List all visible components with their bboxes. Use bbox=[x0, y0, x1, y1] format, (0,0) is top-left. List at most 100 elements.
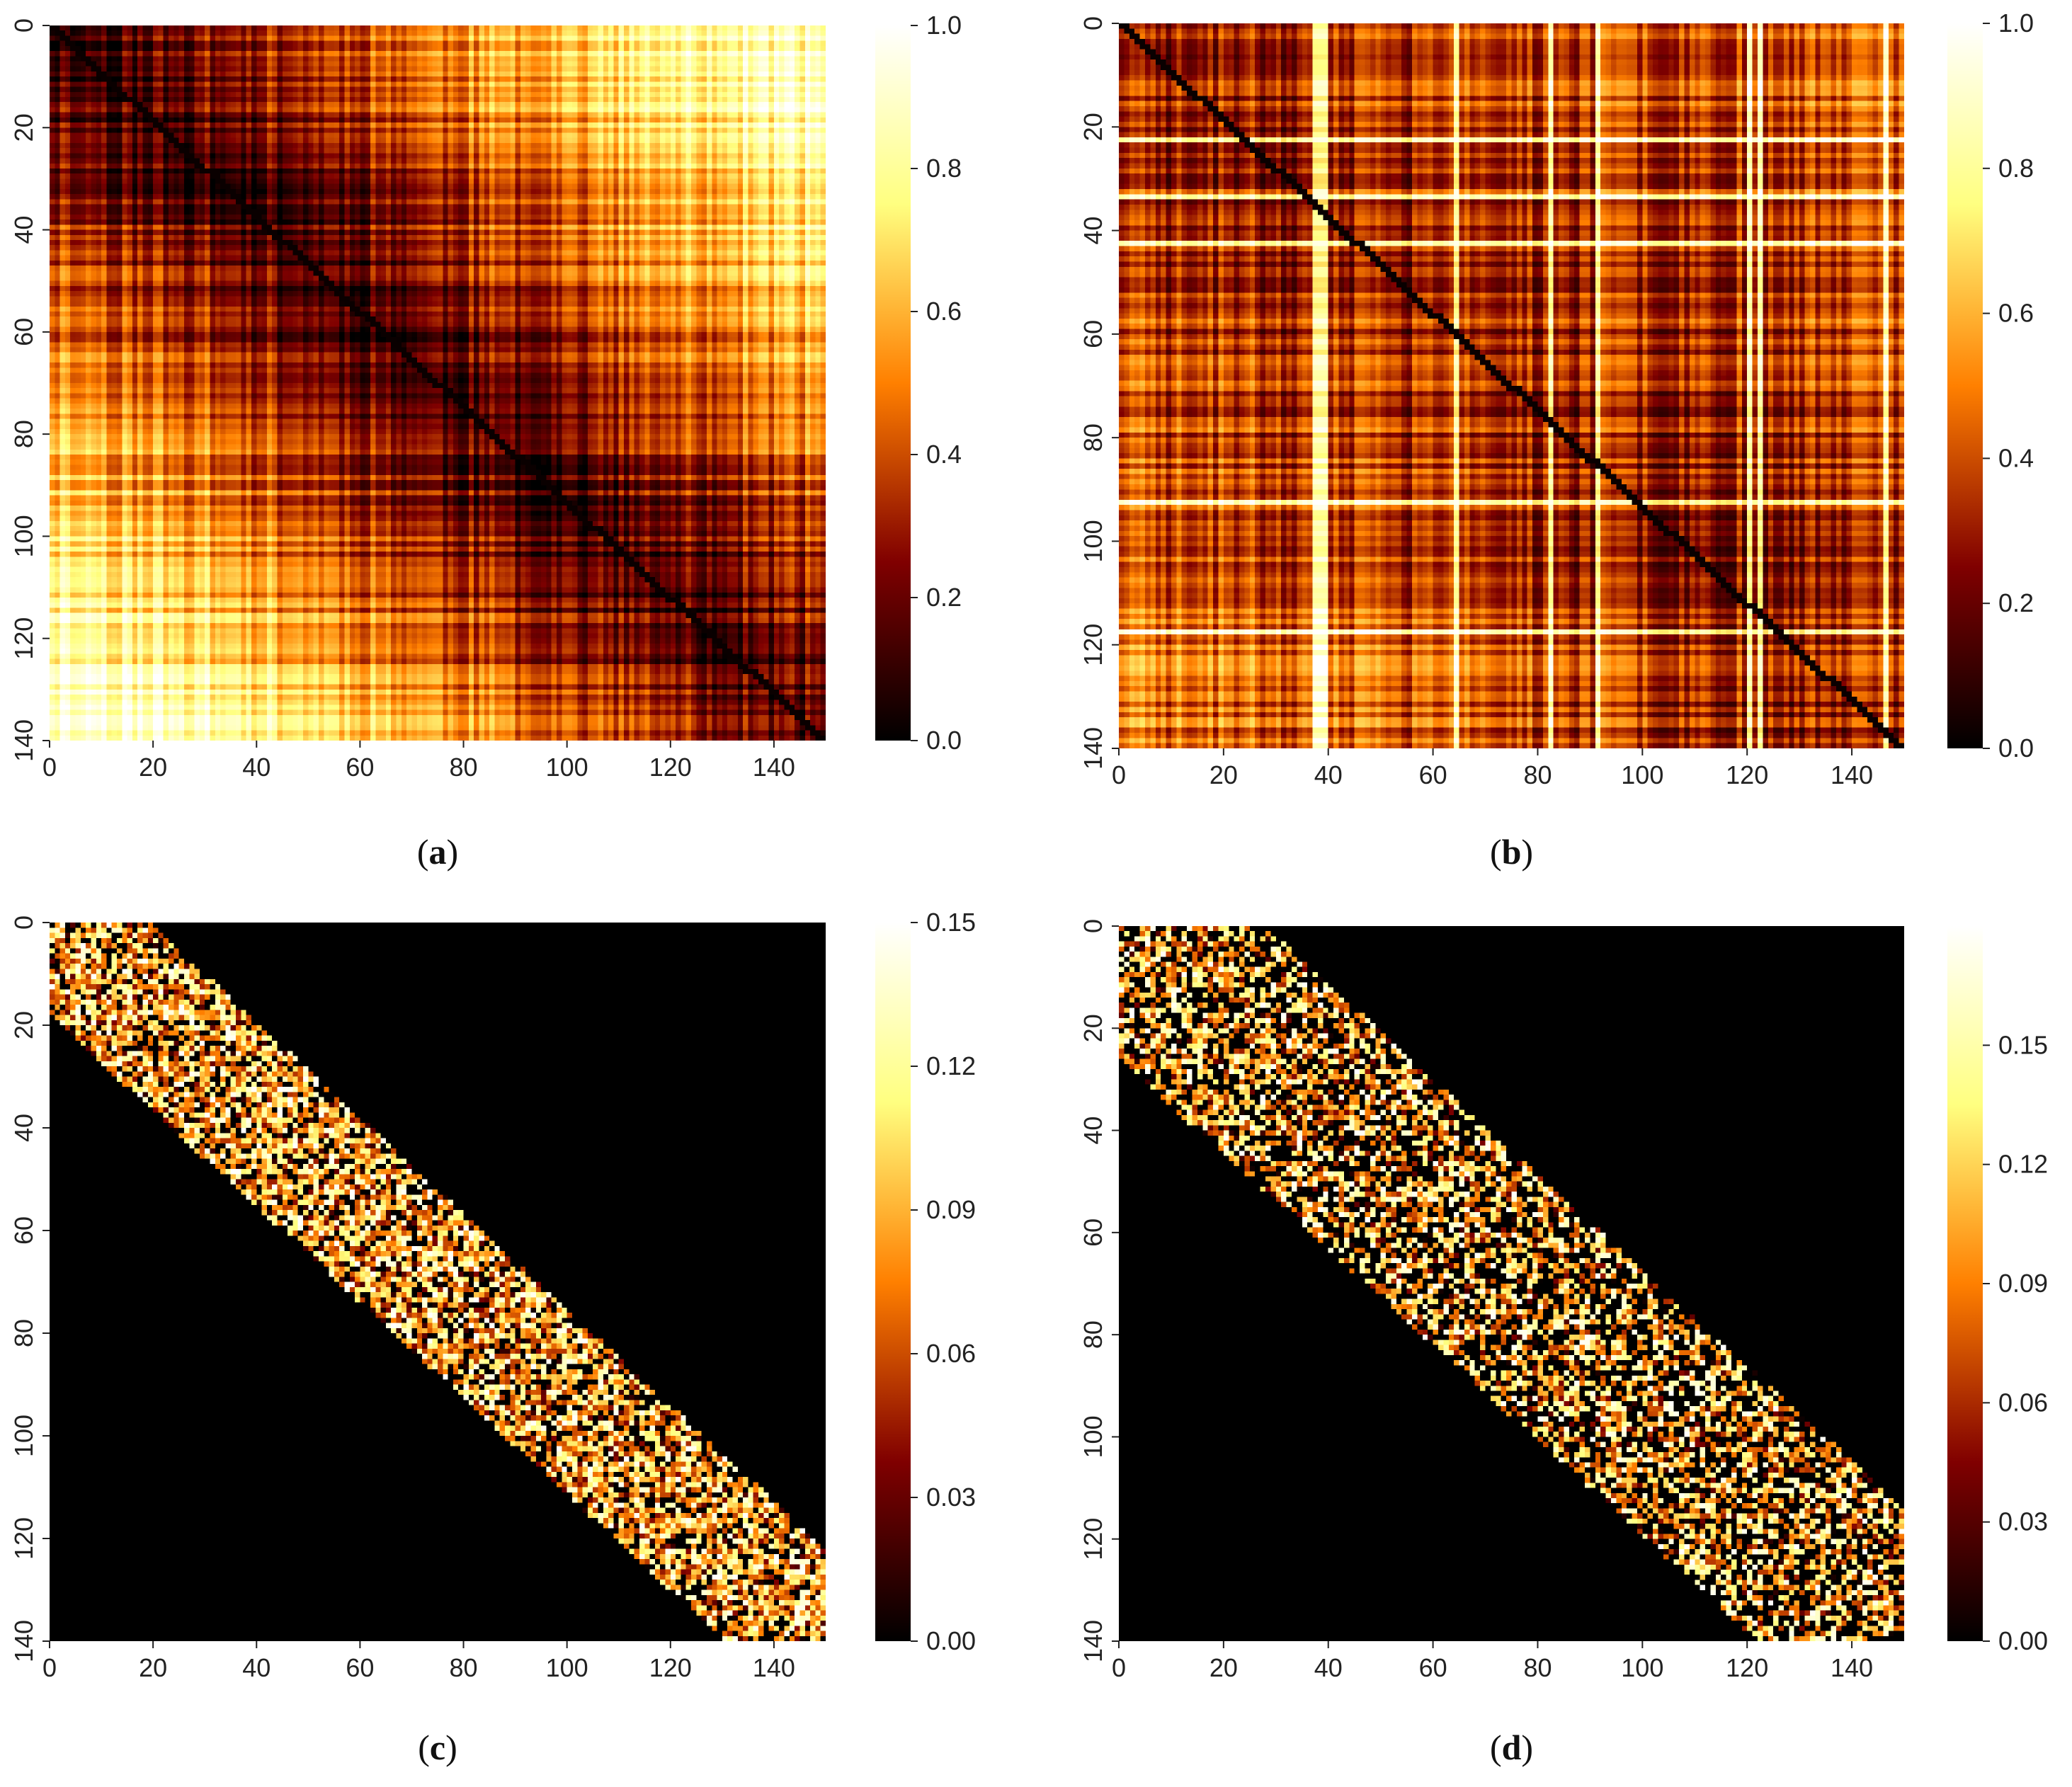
heatmap-panel-a: 0 20 40 60 80 100 120 140 0 20 40 60 80 100 120 140 0.0 0… bbox=[0, 0, 1036, 896]
y-tick-label: 120 bbox=[9, 1517, 38, 1560]
x-tick-label: 80 bbox=[450, 1653, 478, 1682]
panel-label: (a) bbox=[417, 832, 458, 872]
x-tick-label: 120 bbox=[649, 1653, 692, 1682]
colorbar bbox=[875, 25, 911, 741]
colorbar-tick-label: 1.0 bbox=[926, 11, 962, 40]
colorbar-tick-label: 0.09 bbox=[926, 1195, 976, 1224]
x-tick-label: 40 bbox=[242, 1653, 271, 1682]
y-tick-label: 100 bbox=[9, 515, 38, 557]
y-tick-label: 40 bbox=[9, 216, 38, 244]
y-tick-label: 20 bbox=[9, 113, 38, 142]
x-tick-label: 120 bbox=[1726, 1653, 1768, 1682]
x-tick-label: 140 bbox=[1831, 1653, 1873, 1682]
x-tick-label: 20 bbox=[139, 753, 167, 782]
x-tick-label: 40 bbox=[242, 753, 271, 782]
y-tick-label: 120 bbox=[1078, 624, 1108, 666]
y-tick-label: 20 bbox=[9, 1011, 38, 1039]
x-tick-label: 100 bbox=[1621, 760, 1663, 789]
x-tick-label: 100 bbox=[546, 753, 588, 782]
colorbar bbox=[1947, 926, 1983, 1641]
y-tick-label: 140 bbox=[1078, 1620, 1108, 1662]
heatmap-panel-b: 0 20 40 60 80 100 120 140 0 20 40 60 80 100 120 140 0.0 0… bbox=[1036, 0, 2072, 896]
panel-label: (d) bbox=[1490, 1728, 1533, 1767]
y-tick-label: 100 bbox=[9, 1415, 38, 1457]
colorbar-tick-label: 0.4 bbox=[926, 440, 962, 469]
y-tick-label: 140 bbox=[9, 719, 38, 762]
colorbar-tick-label: 0.8 bbox=[1998, 154, 2034, 183]
heatmap-cells-c bbox=[50, 923, 826, 1641]
colorbar-tick-label: 0.15 bbox=[926, 908, 976, 937]
x-tick-label: 60 bbox=[1419, 1653, 1447, 1682]
x-tick-label: 80 bbox=[450, 753, 478, 782]
x-tick-label: 60 bbox=[346, 753, 374, 782]
heatmap-cells-a bbox=[50, 25, 826, 741]
x-tick-label: 0 bbox=[1112, 1653, 1126, 1682]
y-tick-label: 40 bbox=[1078, 1117, 1108, 1145]
colorbar-tick-label: 0.03 bbox=[926, 1483, 976, 1512]
x-tick-label: 60 bbox=[1419, 760, 1447, 789]
y-tick-label: 120 bbox=[1078, 1518, 1108, 1560]
panel-label: (b) bbox=[1490, 832, 1533, 872]
colorbar-tick-label: 0.0 bbox=[1998, 733, 2034, 763]
x-tick-label: 80 bbox=[1523, 1653, 1552, 1682]
colorbar-tick-label: 0.12 bbox=[1998, 1150, 2048, 1179]
x-tick-label: 0 bbox=[1112, 760, 1126, 789]
colorbar-tick-label: 0.6 bbox=[926, 297, 962, 326]
y-tick-label: 0 bbox=[9, 915, 38, 930]
colorbar-tick-label: 0.6 bbox=[1998, 299, 2034, 328]
x-tick-label: 60 bbox=[346, 1653, 374, 1682]
x-tick-label: 140 bbox=[753, 1653, 795, 1682]
panel-label: (c) bbox=[418, 1728, 457, 1767]
y-tick-label: 60 bbox=[1078, 1218, 1108, 1247]
x-tick-label: 20 bbox=[139, 1653, 167, 1682]
x-tick-label: 120 bbox=[1726, 760, 1768, 789]
colorbar-tick-label: 0.06 bbox=[1998, 1388, 2048, 1417]
y-tick-label: 100 bbox=[1078, 1415, 1108, 1458]
y-tick-label: 60 bbox=[9, 1216, 38, 1245]
y-tick-label: 80 bbox=[9, 420, 38, 448]
colorbar bbox=[875, 923, 911, 1641]
colorbar bbox=[1947, 23, 1983, 748]
y-tick-label: 140 bbox=[9, 1620, 38, 1662]
x-tick-label: 40 bbox=[1314, 1653, 1343, 1682]
y-tick-label: 0 bbox=[1078, 16, 1108, 30]
colorbar-tick-label: 0.00 bbox=[1998, 1626, 2048, 1655]
y-tick-label: 100 bbox=[1078, 520, 1108, 562]
colorbar-tick-label: 1.0 bbox=[1998, 8, 2034, 38]
x-tick-label: 140 bbox=[753, 753, 795, 782]
x-tick-label: 20 bbox=[1209, 1653, 1238, 1682]
heatmap-panel-c: 0 20 40 60 80 100 120 140 0 20 40 60 80 100 120 140 0.00… bbox=[0, 892, 1036, 1787]
colorbar-tick-label: 0.09 bbox=[1998, 1269, 2048, 1298]
y-tick-label: 60 bbox=[9, 318, 38, 346]
y-tick-label: 20 bbox=[1078, 113, 1108, 141]
x-tick-label: 140 bbox=[1831, 760, 1873, 789]
colorbar-tick-label: 0.06 bbox=[926, 1339, 976, 1368]
y-tick-label: 0 bbox=[1078, 919, 1108, 933]
y-tick-label: 60 bbox=[1078, 320, 1108, 348]
x-tick-label: 100 bbox=[546, 1653, 588, 1682]
colorbar-tick-label: 0.0 bbox=[926, 726, 962, 755]
x-tick-label: 100 bbox=[1621, 1653, 1663, 1682]
x-tick-label: 20 bbox=[1209, 760, 1238, 789]
y-tick-label: 20 bbox=[1078, 1014, 1108, 1042]
colorbar-tick-label: 0.12 bbox=[926, 1051, 976, 1080]
y-tick-label: 80 bbox=[9, 1319, 38, 1347]
x-tick-label: 0 bbox=[42, 753, 57, 782]
heatmap-cells-d bbox=[1119, 926, 1904, 1641]
x-tick-label: 120 bbox=[649, 753, 692, 782]
y-tick-label: 80 bbox=[1078, 423, 1108, 452]
colorbar-tick-label: 0.15 bbox=[1998, 1030, 2048, 1059]
colorbar-tick-label: 0.2 bbox=[926, 583, 962, 612]
heatmap-cells-b bbox=[1119, 23, 1904, 748]
y-tick-label: 140 bbox=[1078, 727, 1108, 770]
y-tick-label: 40 bbox=[1078, 217, 1108, 245]
colorbar-tick-label: 0.4 bbox=[1998, 443, 2034, 472]
colorbar-tick-label: 0.8 bbox=[926, 154, 962, 183]
colorbar-tick-label: 0.2 bbox=[1998, 588, 2034, 617]
colorbar-tick-label: 0.00 bbox=[926, 1626, 976, 1655]
y-tick-label: 80 bbox=[1078, 1320, 1108, 1349]
